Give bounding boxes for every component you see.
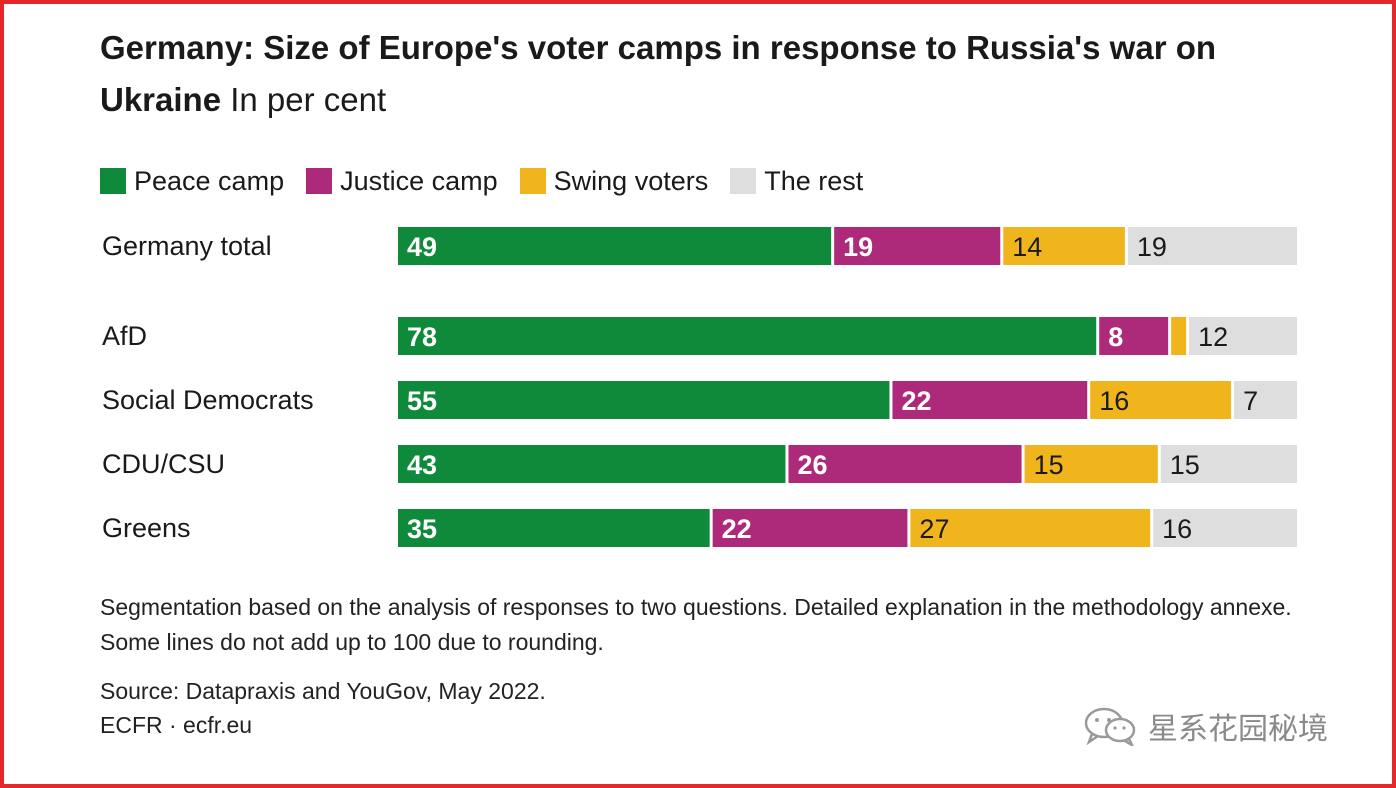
category-label-greens: Greens — [102, 513, 191, 543]
bar-greens-rest — [1153, 509, 1297, 547]
legend-item-peace: Peace camp — [100, 166, 284, 197]
chart-legend: Peace camp Justice camp Swing voters The… — [100, 162, 885, 200]
bar-cdu-csu-justice — [788, 445, 1022, 483]
bar-cdu-csu-peace — [398, 445, 786, 483]
watermark-text: 星系花园秘境 — [1148, 713, 1328, 746]
wechat-icon — [1084, 707, 1136, 746]
bar-cdu-csu-rest — [1160, 445, 1297, 483]
source-text: Source: Datapraxis and YouGov, May 2022. — [100, 678, 546, 704]
legend-swatch-peace — [100, 168, 126, 194]
data-label-greens-swing: 27 — [919, 514, 949, 544]
publisher-text: ECFR · ecfr.eu — [100, 712, 253, 738]
bar-germany-total-justice — [834, 227, 1001, 265]
bar-afd-justice — [1099, 317, 1169, 355]
data-label-greens-peace: 35 — [407, 514, 437, 544]
source-block: Source: Datapraxis and YouGov, May 2022.… — [100, 674, 546, 742]
data-label-germany-total-rest: 19 — [1137, 232, 1167, 262]
legend-label-justice: Justice camp — [340, 165, 498, 196]
data-label-social-democrats-swing: 16 — [1099, 386, 1129, 416]
legend-swatch-swing — [519, 168, 546, 194]
bar-cdu-csu-swing — [1024, 445, 1158, 483]
data-label-social-democrats-justice: 22 — [901, 386, 931, 416]
data-label-cdu-csu-peace: 43 — [407, 450, 437, 480]
legend-label-peace: Peace camp — [134, 165, 285, 196]
chart-title: Germany: Size of Europe's voter camps in… — [100, 22, 1300, 126]
methodology-note: Segmentation based on the analysis of re… — [100, 594, 1292, 655]
bar-germany-total-rest — [1127, 227, 1297, 265]
data-label-social-democrats-rest: 7 — [1243, 386, 1258, 416]
data-label-afd-peace: 78 — [407, 322, 437, 352]
chart-unit: In per cent — [230, 81, 387, 118]
watermark: 星系花园秘境 — [1082, 702, 1328, 750]
data-label-cdu-csu-swing: 15 — [1034, 450, 1064, 480]
chart-title-text: Germany: Size of Europe's voter camps in… — [100, 29, 1217, 118]
category-label-cdu-csu: CDU/CSU — [102, 449, 226, 479]
category-label-social-democrats: Social Democrats — [102, 385, 314, 415]
bar-afd-rest — [1189, 317, 1297, 355]
data-label-afd-justice: 8 — [1108, 322, 1123, 352]
legend-item-rest: The rest — [730, 166, 863, 197]
category-label-germany-total: Germany total — [102, 231, 272, 261]
bar-social-democrats-rest — [1234, 381, 1297, 419]
legend-item-justice: Justice camp — [306, 166, 498, 197]
bar-afd-swing — [1171, 317, 1187, 355]
bar-greens-justice — [712, 509, 908, 547]
bar-greens-peace — [398, 509, 710, 547]
legend-swatch-rest — [730, 168, 757, 194]
bar-germany-total-peace — [398, 227, 832, 265]
bar-social-democrats-swing — [1090, 381, 1232, 419]
data-label-afd-rest: 12 — [1198, 322, 1228, 352]
legend-swatch-justice — [306, 168, 333, 194]
data-label-germany-total-swing: 14 — [1012, 232, 1042, 262]
data-label-greens-justice: 22 — [722, 514, 752, 544]
data-label-cdu-csu-rest: 15 — [1170, 450, 1200, 480]
bar-greens-swing — [910, 509, 1151, 547]
data-label-social-democrats-peace: 55 — [407, 386, 437, 416]
data-label-germany-total-justice: 19 — [843, 232, 873, 262]
category-label-afd: AfD — [102, 321, 148, 351]
legend-label-rest: The rest — [764, 165, 864, 196]
bar-social-democrats-justice — [892, 381, 1088, 419]
data-label-germany-total-peace: 49 — [407, 232, 437, 262]
legend-label-swing: Swing voters — [553, 165, 709, 196]
bar-social-democrats-peace — [398, 381, 890, 419]
legend-item-swing: Swing voters — [519, 165, 709, 197]
data-label-greens-rest: 16 — [1162, 514, 1192, 544]
bar-afd-peace — [398, 317, 1097, 355]
data-label-cdu-csu-justice: 26 — [797, 450, 827, 480]
bar-germany-total-swing — [1003, 227, 1125, 265]
